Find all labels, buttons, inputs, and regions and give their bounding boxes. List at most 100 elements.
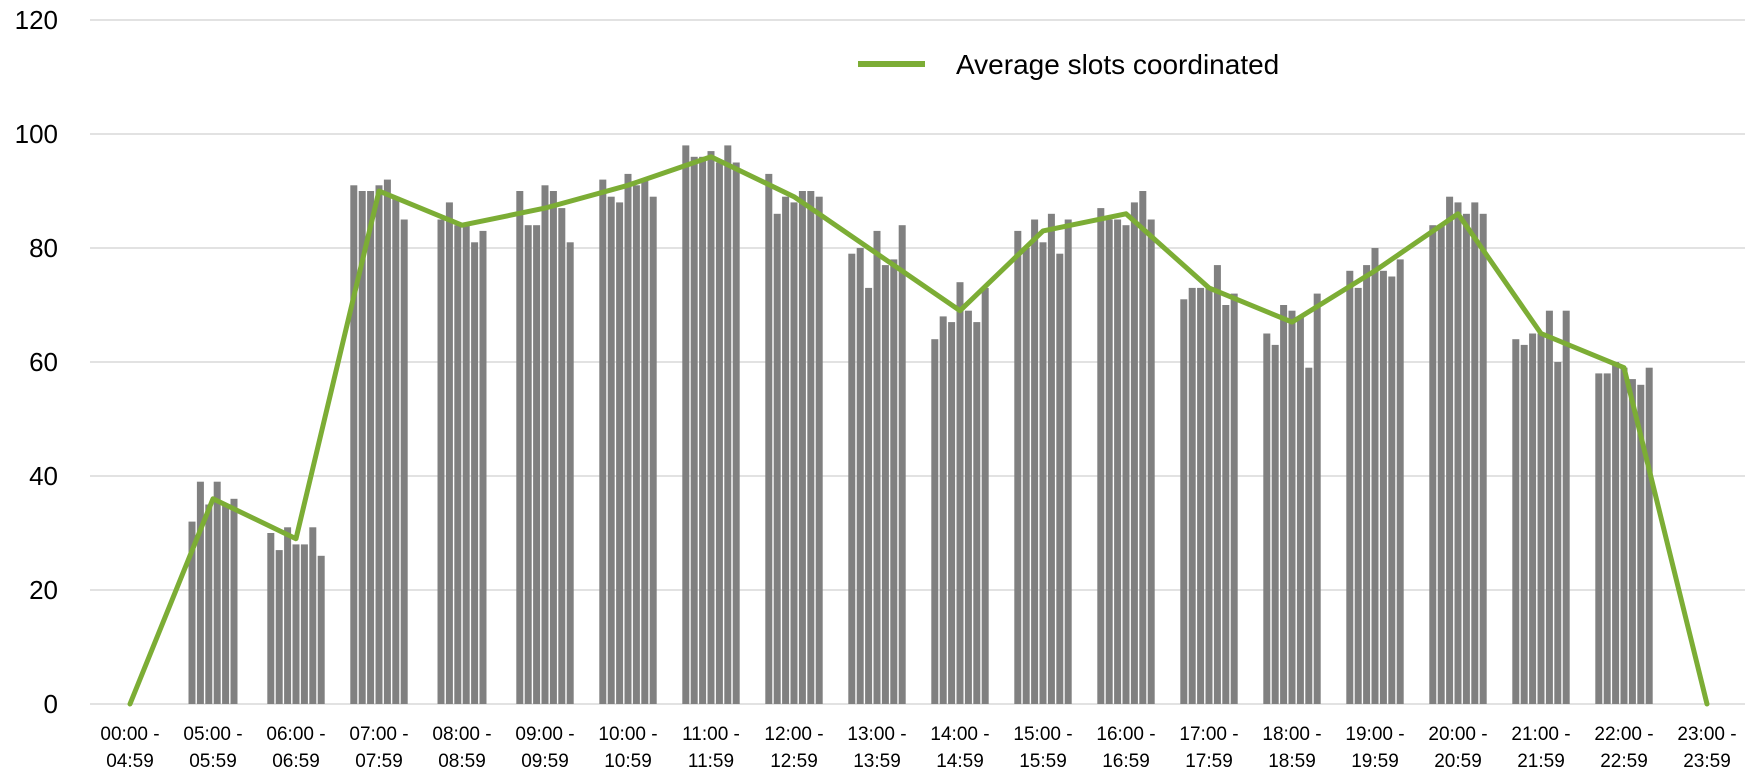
bar — [1305, 367, 1313, 704]
bar — [437, 219, 445, 704]
bar — [1047, 213, 1055, 705]
bar — [317, 555, 325, 704]
x-tick-label: 00:00 -04:59 — [100, 724, 159, 772]
x-tick-label: 08:00 -08:59 — [432, 724, 491, 772]
bar — [707, 151, 715, 705]
bar — [815, 196, 823, 704]
bar — [1296, 316, 1304, 704]
bar — [1056, 253, 1064, 704]
bar — [856, 248, 864, 704]
bar — [392, 196, 400, 704]
bar — [549, 191, 557, 704]
y-tick-label: 80 — [29, 233, 58, 263]
bar — [275, 550, 283, 704]
bar — [300, 544, 308, 704]
bar — [1263, 333, 1271, 704]
y-tick-label: 100 — [15, 119, 58, 149]
x-tick-label: 15:00 -15:59 — [1013, 724, 1072, 772]
bar — [948, 322, 956, 704]
bar — [1031, 219, 1039, 704]
x-tick-label: 11:00 -11:59 — [682, 724, 740, 772]
y-axis-ticks: 0 20 40 60 80 100 120 — [15, 5, 58, 719]
bar — [1537, 333, 1545, 704]
bar — [690, 156, 698, 705]
bar — [1039, 242, 1047, 705]
bar — [1429, 225, 1437, 704]
bar — [1271, 344, 1279, 704]
bar — [1205, 287, 1213, 704]
bar — [1512, 339, 1520, 704]
bar — [1471, 202, 1479, 704]
bar — [898, 225, 906, 704]
bar — [616, 202, 624, 704]
bar — [1520, 344, 1528, 704]
bar — [765, 173, 773, 704]
bar — [1014, 230, 1022, 704]
bar — [732, 162, 740, 704]
y-tick-label: 120 — [15, 5, 58, 35]
bar — [890, 259, 898, 704]
bar — [462, 225, 470, 704]
bar — [516, 191, 524, 704]
bar — [541, 185, 549, 705]
y-tick-label: 20 — [29, 575, 58, 605]
bar — [267, 533, 275, 704]
x-tick-label: 13:00 -13:59 — [847, 724, 906, 772]
bar — [881, 265, 889, 704]
bar — [558, 208, 566, 704]
bar — [1554, 362, 1562, 704]
x-tick-label: 07:00 -07:59 — [349, 724, 408, 772]
bar — [400, 219, 408, 704]
x-tick-label: 17:00 -17:59 — [1179, 724, 1238, 772]
bar — [790, 202, 798, 704]
bar — [699, 156, 707, 705]
bar — [1313, 293, 1321, 704]
bar — [1603, 373, 1611, 704]
x-tick-label: 09:00 -09:59 — [515, 724, 574, 772]
bar — [1637, 384, 1645, 704]
bar — [1222, 305, 1230, 704]
x-tick-label: 10:00 -10:59 — [598, 724, 657, 772]
bar — [205, 504, 213, 704]
x-tick-label: 21:00 -21:59 — [1511, 724, 1570, 772]
bar — [445, 202, 453, 704]
bar — [1097, 208, 1105, 704]
line-layer — [127, 154, 1710, 707]
y-tick-label: 60 — [29, 347, 58, 377]
bar — [1130, 202, 1138, 704]
bar — [865, 287, 873, 704]
bar — [383, 179, 391, 705]
bar — [1230, 293, 1238, 704]
bar — [230, 498, 238, 704]
x-tick-label: 12:00 -12:59 — [764, 724, 823, 772]
bar — [375, 185, 383, 705]
bar — [222, 504, 230, 704]
bar — [599, 179, 607, 705]
bar — [1354, 287, 1362, 704]
bar — [1462, 213, 1470, 705]
x-tick-label: 14:00 -14:59 — [930, 724, 989, 772]
bar — [367, 191, 375, 704]
bar — [1645, 367, 1653, 704]
x-tick-label: 05:00 -05:59 — [183, 724, 242, 772]
bar — [1363, 265, 1371, 704]
bar — [715, 162, 723, 704]
bar — [1197, 287, 1205, 704]
bar — [632, 185, 640, 705]
bar — [1595, 373, 1603, 704]
legend-label: Average slots coordinated — [956, 49, 1279, 80]
x-axis-ticks: 00:00 -04:59 05:00 -05:59 06:00 -06:59 07:0… — [100, 724, 1736, 772]
bar — [1288, 310, 1296, 704]
bar — [1612, 362, 1620, 704]
bar — [682, 145, 690, 704]
bar — [1188, 287, 1196, 704]
bar — [939, 316, 947, 704]
bar — [1139, 191, 1147, 704]
bar — [479, 230, 487, 704]
bar — [1064, 219, 1072, 704]
x-tick-label: 06:00 -06:59 — [266, 724, 325, 772]
bar — [454, 225, 462, 704]
series-line — [127, 154, 1710, 707]
bar — [624, 173, 632, 704]
bar — [873, 230, 881, 704]
